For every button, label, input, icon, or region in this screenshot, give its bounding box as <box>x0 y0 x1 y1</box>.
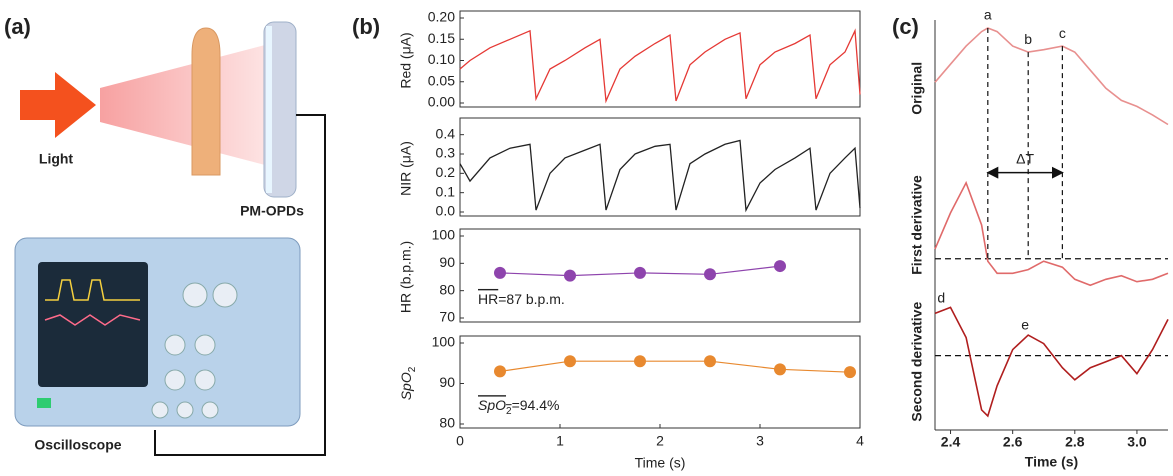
y-tick-label: 0.3 <box>436 145 456 161</box>
y-axis-label: Red (μA) <box>398 32 414 88</box>
annotation-sub: 2 <box>506 406 512 417</box>
scope-screen <box>38 262 148 387</box>
x-tick-label: 3.0 <box>1127 434 1147 450</box>
x-tick-label: 2.8 <box>1065 434 1085 450</box>
y-axis-label-main: SpO <box>398 372 414 400</box>
data-point <box>564 269 576 282</box>
y-tick-label: 0.1 <box>436 183 456 199</box>
y-axis-label: SpO2 <box>398 366 418 400</box>
data-point <box>844 366 856 379</box>
finger <box>191 27 221 176</box>
y-tick-label: 80 <box>439 281 455 297</box>
data-line <box>934 306 1169 418</box>
x-tick-label: 2 <box>656 433 664 449</box>
panel-label: (c) <box>892 14 919 39</box>
point-label: b <box>1024 31 1032 47</box>
x-axis-label: Time (s) <box>635 455 686 471</box>
light-label: Light <box>39 151 74 167</box>
x-tick-label: 2.4 <box>941 434 961 450</box>
wire <box>154 114 326 456</box>
y-tick-label: 0.15 <box>428 30 455 46</box>
data-line <box>934 27 1169 126</box>
light-beam <box>100 45 265 165</box>
y-tick-label: 70 <box>439 309 455 325</box>
light-arrow <box>20 72 96 138</box>
panel-label: (a) <box>4 14 31 39</box>
data-point <box>494 266 506 279</box>
scope-controls <box>151 282 238 419</box>
data-point <box>774 363 786 376</box>
annotation-overline: HR <box>478 291 498 307</box>
x-tick-label: 0 <box>456 433 464 449</box>
point-label: a <box>984 7 992 23</box>
delta-label: ΔT <box>1016 150 1034 166</box>
scope-trace <box>44 314 141 326</box>
series-label: First derivative <box>909 175 925 275</box>
y-tick-label: 90 <box>439 254 455 270</box>
y-axis-label: NIR (μA) <box>398 141 414 196</box>
y-axis-label-sub: 2 <box>407 366 418 372</box>
data-line <box>499 360 851 373</box>
series-label: Second derivative <box>909 302 925 422</box>
illustration <box>14 21 326 456</box>
annotation: HR=87 b.p.m. <box>478 291 565 307</box>
data-line <box>459 139 861 213</box>
instrument-label: Oscilloscope <box>34 437 121 453</box>
plot-frame <box>459 335 861 429</box>
annotation-text: =94.4% <box>512 397 560 413</box>
y-tick-label: 0.10 <box>428 51 455 67</box>
panel-label: (b) <box>352 14 380 39</box>
plot-frame <box>459 117 861 217</box>
series-label: Original <box>909 62 925 115</box>
y-tick-label: 80 <box>439 415 455 431</box>
x-tick-label: 2.6 <box>1003 434 1023 450</box>
y-tick-label: 0.05 <box>428 72 455 88</box>
annotation-overline: SpO <box>478 397 506 413</box>
data-point <box>704 268 716 281</box>
annotation-text: =87 b.p.m. <box>498 291 565 307</box>
point-label: e <box>1021 317 1029 333</box>
detector-label: PM-OPDs <box>240 203 304 219</box>
data-point <box>774 260 786 273</box>
data-line <box>934 180 1169 287</box>
data-point <box>704 355 716 368</box>
point-label: c <box>1059 25 1066 41</box>
data-point <box>564 355 576 368</box>
plot-frame <box>459 228 861 323</box>
power-button <box>37 398 51 408</box>
y-tick-label: 0.00 <box>428 94 455 110</box>
y-tick-label: 0.0 <box>436 203 456 219</box>
detector-glass <box>266 26 272 193</box>
x-tick-label: 3 <box>756 433 764 449</box>
x-tick-label: 1 <box>556 433 564 449</box>
point-label: d <box>937 290 945 306</box>
data-line <box>459 28 861 104</box>
y-tick-label: 0.4 <box>436 125 456 141</box>
data-point <box>494 365 506 378</box>
scope-trace <box>45 279 140 301</box>
plot-frame <box>459 10 861 108</box>
y-tick-label: 100 <box>432 227 456 243</box>
y-axis-label: HR (b.p.m.) <box>398 241 414 313</box>
data-point <box>634 266 646 279</box>
y-tick-label: 90 <box>439 374 455 390</box>
y-tick-label: 0.20 <box>428 9 455 25</box>
annotation: SpO2=94.4% <box>478 397 559 417</box>
y-tick-label: 100 <box>432 334 456 350</box>
y-tick-label: 0.2 <box>436 164 456 180</box>
x-axis-label: Time (s) <box>1025 454 1078 470</box>
x-tick-label: 4 <box>856 433 864 449</box>
data-point <box>634 355 646 368</box>
